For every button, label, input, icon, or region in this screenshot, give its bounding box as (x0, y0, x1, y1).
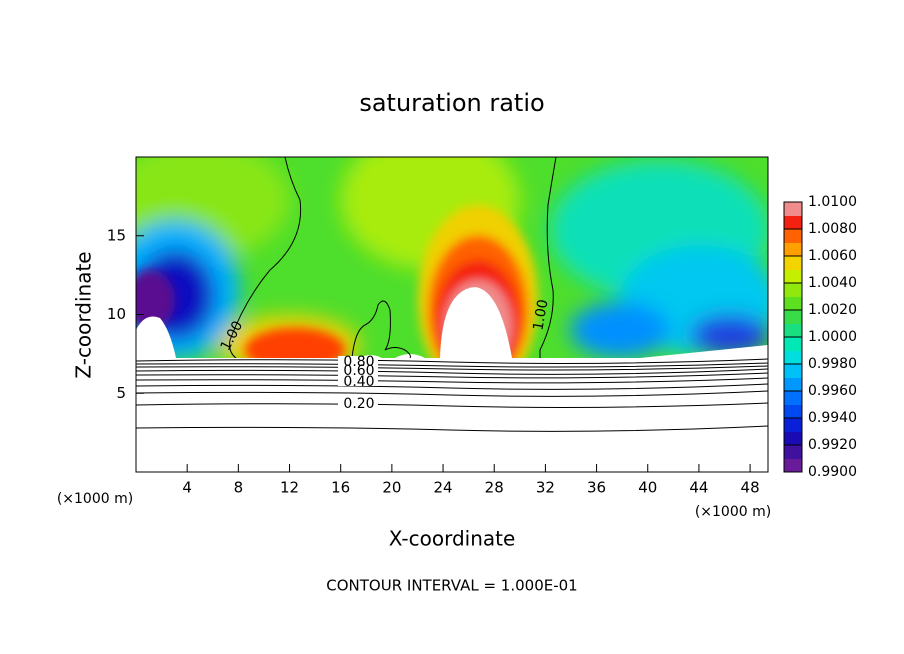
colorbar-band (784, 337, 802, 351)
contour-label: 0.60 (343, 363, 374, 379)
x-tick-label: 12 (280, 479, 299, 497)
x-tick-label: 40 (638, 479, 657, 497)
contour-label: 1.00 (530, 298, 551, 331)
colorbar-band (784, 377, 802, 392)
x-tick-label: 48 (741, 479, 760, 497)
colorbar-band (784, 391, 802, 405)
colorbar-band (784, 310, 802, 324)
colorbar-band (784, 296, 802, 311)
x-tick-label: 8 (234, 479, 244, 497)
x-tick-label: 24 (433, 479, 452, 497)
x-unit: (×1000 m) (695, 504, 771, 520)
colorbar-band (784, 202, 802, 216)
colorbar-tick-label: 1.0060 (808, 248, 857, 264)
colorbar-band (784, 404, 802, 419)
colorbar-tick-label: 1.0040 (808, 275, 857, 291)
x-tick-label: 28 (485, 479, 504, 497)
colorbar-band (784, 458, 802, 473)
colorbar-tick-label: 1.0080 (808, 221, 857, 237)
colorbar-band (784, 283, 802, 297)
x-axis-label: X-coordinate (389, 527, 516, 551)
colorbar-band (784, 215, 802, 230)
colorbar-tick-label: 1.0020 (808, 302, 857, 318)
colorbar-band (784, 323, 802, 338)
colorbar-tick-label: 0.9900 (808, 464, 857, 480)
colorbar-tick-label: 1.0100 (808, 194, 857, 210)
x-tick-label: 20 (382, 479, 401, 497)
colorbar-band (784, 229, 802, 243)
x-tick-label: 44 (689, 479, 708, 497)
contour-label: 0.40 (343, 374, 374, 390)
y-tick-label: 5 (116, 384, 126, 402)
x-tick-label: 36 (587, 479, 606, 497)
field (136, 157, 768, 358)
colorbar-tick-label: 0.9960 (808, 383, 857, 399)
colorbar-band (784, 256, 802, 270)
y-axis-label: Z-coordinate (72, 251, 96, 378)
colorbar-band (784, 350, 802, 365)
colorbar-band (784, 269, 802, 284)
chart-title: saturation ratio (359, 89, 544, 117)
x-tick-label: 32 (536, 479, 555, 497)
colorbar-tick-label: 1.0000 (808, 329, 857, 345)
colorbar-band (784, 242, 802, 257)
colorbar-band (784, 418, 802, 432)
contour-label: 0.80 (343, 354, 374, 370)
contour-lines (135, 358, 769, 432)
contour-label: 0.20 (343, 396, 374, 412)
colorbar-band (784, 431, 802, 446)
y-tick-label: 10 (107, 305, 126, 323)
colorbar-band (784, 364, 802, 378)
y-tick-label: 15 (107, 226, 126, 244)
colorbar-band (784, 445, 802, 459)
x-tick-label: 4 (182, 479, 192, 497)
colorbar-tick-label: 0.9940 (808, 410, 857, 426)
x-unit: (×1000 m) (57, 491, 133, 507)
colorbar-tick-label: 0.9980 (808, 356, 857, 372)
colorbar-tick-label: 0.9920 (808, 437, 857, 453)
footnote: CONTOUR INTERVAL = 1.000E-01 (326, 577, 577, 595)
x-tick-label: 16 (331, 479, 350, 497)
